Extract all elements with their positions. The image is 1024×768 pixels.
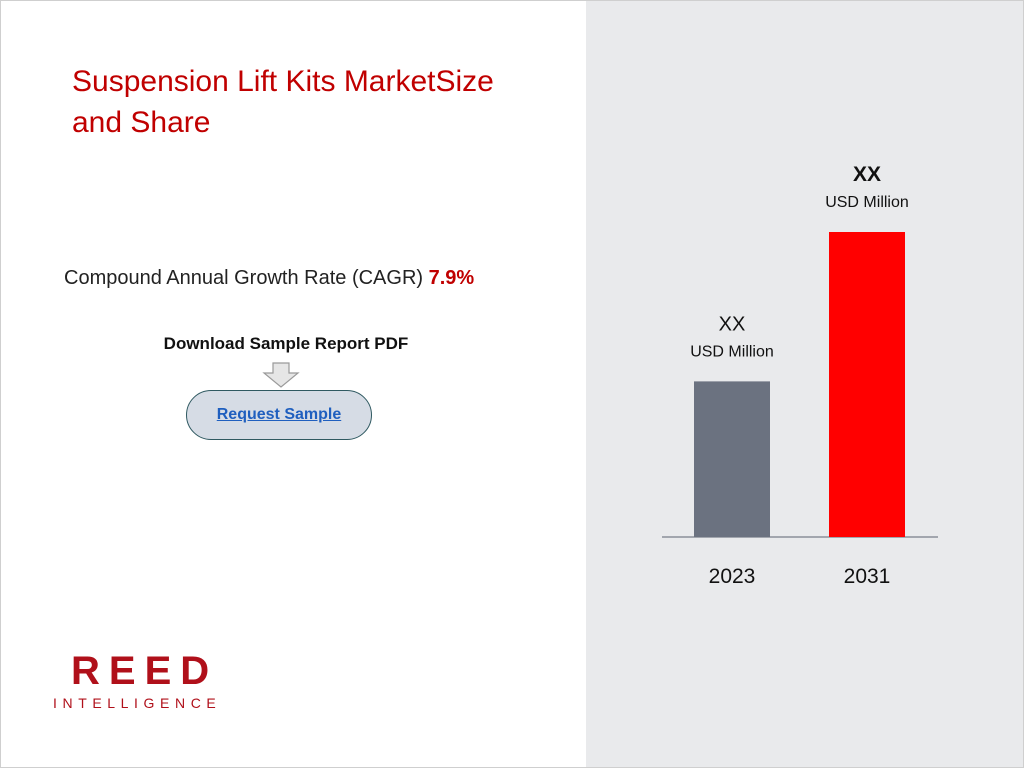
cagr-text: Compound Annual Growth Rate (CAGR) 7.9% (64, 267, 474, 290)
page-title: Suspension Lift Kits MarketSize and Shar… (72, 65, 494, 139)
x-tick-label-2031: 2031 (844, 565, 891, 588)
cagr-label: Compound Annual Growth Rate (CAGR) (64, 267, 424, 289)
down-arrow-icon (262, 362, 300, 388)
request-sample-button[interactable]: Request Sample (186, 390, 372, 440)
reed-intelligence-logo: REED INTELLIGENCE (53, 651, 223, 711)
market-size-bar-chart: 2023 XX USD Million 2031 XX USD Million (662, 163, 938, 588)
logo-main-text: REED (71, 649, 219, 693)
data-label-value-2031: XX (853, 163, 881, 186)
download-label: Download Sample Report PDF (163, 334, 409, 353)
x-tick-label-2023: 2023 (709, 565, 756, 588)
bar-2023 (694, 381, 770, 537)
left-panel: Suspension Lift Kits MarketSize and Shar… (1, 1, 586, 767)
request-sample-link[interactable]: Request Sample (216, 406, 342, 423)
logo-sub-text: INTELLIGENCE (53, 695, 222, 711)
data-label-value-2023: XX (719, 313, 746, 335)
cagr-value: 7.9% (428, 267, 475, 289)
data-label-unit-2031: USD Million (825, 194, 909, 211)
data-label-unit-2023: USD Million (690, 343, 774, 360)
bar-2031 (829, 232, 905, 537)
right-panel (586, 1, 1023, 767)
